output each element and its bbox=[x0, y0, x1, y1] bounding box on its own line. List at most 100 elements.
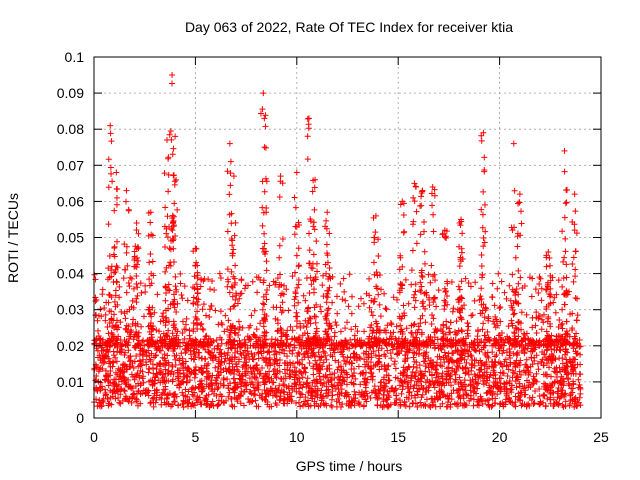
data-point bbox=[123, 395, 130, 402]
data-point bbox=[332, 357, 339, 364]
data-point bbox=[482, 398, 489, 405]
data-point bbox=[432, 366, 439, 373]
data-point bbox=[320, 359, 327, 366]
data-point bbox=[108, 401, 115, 408]
data-point bbox=[556, 355, 563, 362]
data-point bbox=[140, 356, 147, 363]
data-point bbox=[286, 347, 293, 354]
data-point bbox=[572, 398, 579, 405]
data-point bbox=[149, 361, 156, 368]
data-point bbox=[494, 379, 501, 386]
data-point bbox=[489, 349, 496, 356]
chart-title: Day 063 of 2022, Rate Of TEC Index for r… bbox=[185, 19, 513, 35]
data-point bbox=[113, 358, 120, 365]
data-point bbox=[140, 379, 147, 386]
data-point bbox=[409, 400, 416, 407]
data-point bbox=[340, 346, 347, 353]
data-point bbox=[222, 355, 229, 362]
data-point bbox=[394, 375, 401, 382]
data-point bbox=[490, 372, 497, 379]
data-point bbox=[426, 402, 433, 409]
data-point bbox=[426, 382, 433, 389]
data-point bbox=[378, 379, 385, 386]
data-point bbox=[328, 402, 335, 409]
data-point bbox=[300, 381, 307, 388]
data-point bbox=[226, 389, 233, 396]
data-point bbox=[280, 381, 287, 388]
data-point bbox=[335, 359, 342, 366]
data-point bbox=[107, 358, 114, 365]
data-point bbox=[344, 354, 351, 361]
data-point bbox=[310, 371, 317, 378]
data-point bbox=[267, 385, 274, 392]
data-point bbox=[136, 357, 143, 364]
data-point bbox=[494, 391, 501, 398]
data-point bbox=[121, 387, 128, 394]
data-point bbox=[299, 356, 306, 363]
data-point bbox=[507, 355, 514, 362]
data-point bbox=[372, 352, 379, 359]
data-point bbox=[217, 365, 224, 372]
data-point bbox=[487, 371, 494, 378]
y-tick-label: 0.02 bbox=[57, 338, 84, 354]
data-point bbox=[411, 382, 418, 389]
data-point bbox=[246, 375, 253, 382]
data-point bbox=[304, 380, 311, 387]
data-point bbox=[398, 378, 405, 385]
data-point bbox=[215, 384, 222, 391]
data-point bbox=[128, 399, 135, 406]
y-tick-label: 0.08 bbox=[57, 121, 84, 137]
data-point bbox=[296, 350, 303, 357]
data-point bbox=[458, 356, 465, 363]
data-point bbox=[448, 396, 455, 403]
data-point bbox=[292, 381, 299, 388]
data-point bbox=[477, 366, 484, 373]
data-point bbox=[287, 373, 294, 380]
data-point bbox=[320, 393, 327, 400]
data-point bbox=[122, 379, 129, 386]
data-point bbox=[364, 393, 371, 400]
data-point bbox=[437, 356, 444, 363]
data-point bbox=[513, 384, 520, 391]
y-tick-label: 0.06 bbox=[57, 193, 84, 209]
data-point bbox=[321, 401, 328, 408]
data-point bbox=[174, 382, 181, 389]
data-point bbox=[385, 392, 392, 399]
data-point bbox=[531, 400, 538, 407]
data-point bbox=[434, 353, 441, 360]
data-point bbox=[538, 359, 545, 366]
data-point bbox=[213, 380, 220, 387]
data-point bbox=[214, 385, 221, 392]
data-point bbox=[151, 390, 158, 397]
data-point bbox=[504, 372, 511, 379]
data-point bbox=[563, 371, 570, 378]
data-point bbox=[331, 370, 338, 377]
data-point bbox=[365, 351, 372, 358]
data-point bbox=[375, 358, 382, 365]
data-point bbox=[351, 388, 358, 395]
data-point bbox=[439, 375, 446, 382]
data-point bbox=[280, 375, 287, 382]
data-point bbox=[362, 369, 369, 376]
data-point bbox=[397, 401, 404, 408]
data-point bbox=[357, 355, 364, 362]
data-point bbox=[109, 363, 116, 370]
data-point bbox=[228, 402, 235, 409]
x-axis-label: GPS time / hours bbox=[296, 458, 403, 474]
data-point bbox=[205, 360, 212, 367]
data-point bbox=[337, 363, 344, 370]
data-point bbox=[455, 381, 462, 388]
data-point bbox=[241, 368, 248, 375]
data-point bbox=[151, 354, 158, 361]
data-point bbox=[315, 349, 322, 356]
data-point bbox=[264, 401, 271, 408]
data-point bbox=[160, 361, 167, 368]
data-point bbox=[266, 356, 273, 363]
data-point bbox=[164, 352, 171, 359]
data-point bbox=[562, 390, 569, 397]
data-point bbox=[121, 388, 128, 395]
data-point bbox=[248, 369, 255, 376]
data-point bbox=[406, 403, 413, 410]
data-point bbox=[143, 361, 150, 368]
data-point bbox=[236, 392, 243, 399]
